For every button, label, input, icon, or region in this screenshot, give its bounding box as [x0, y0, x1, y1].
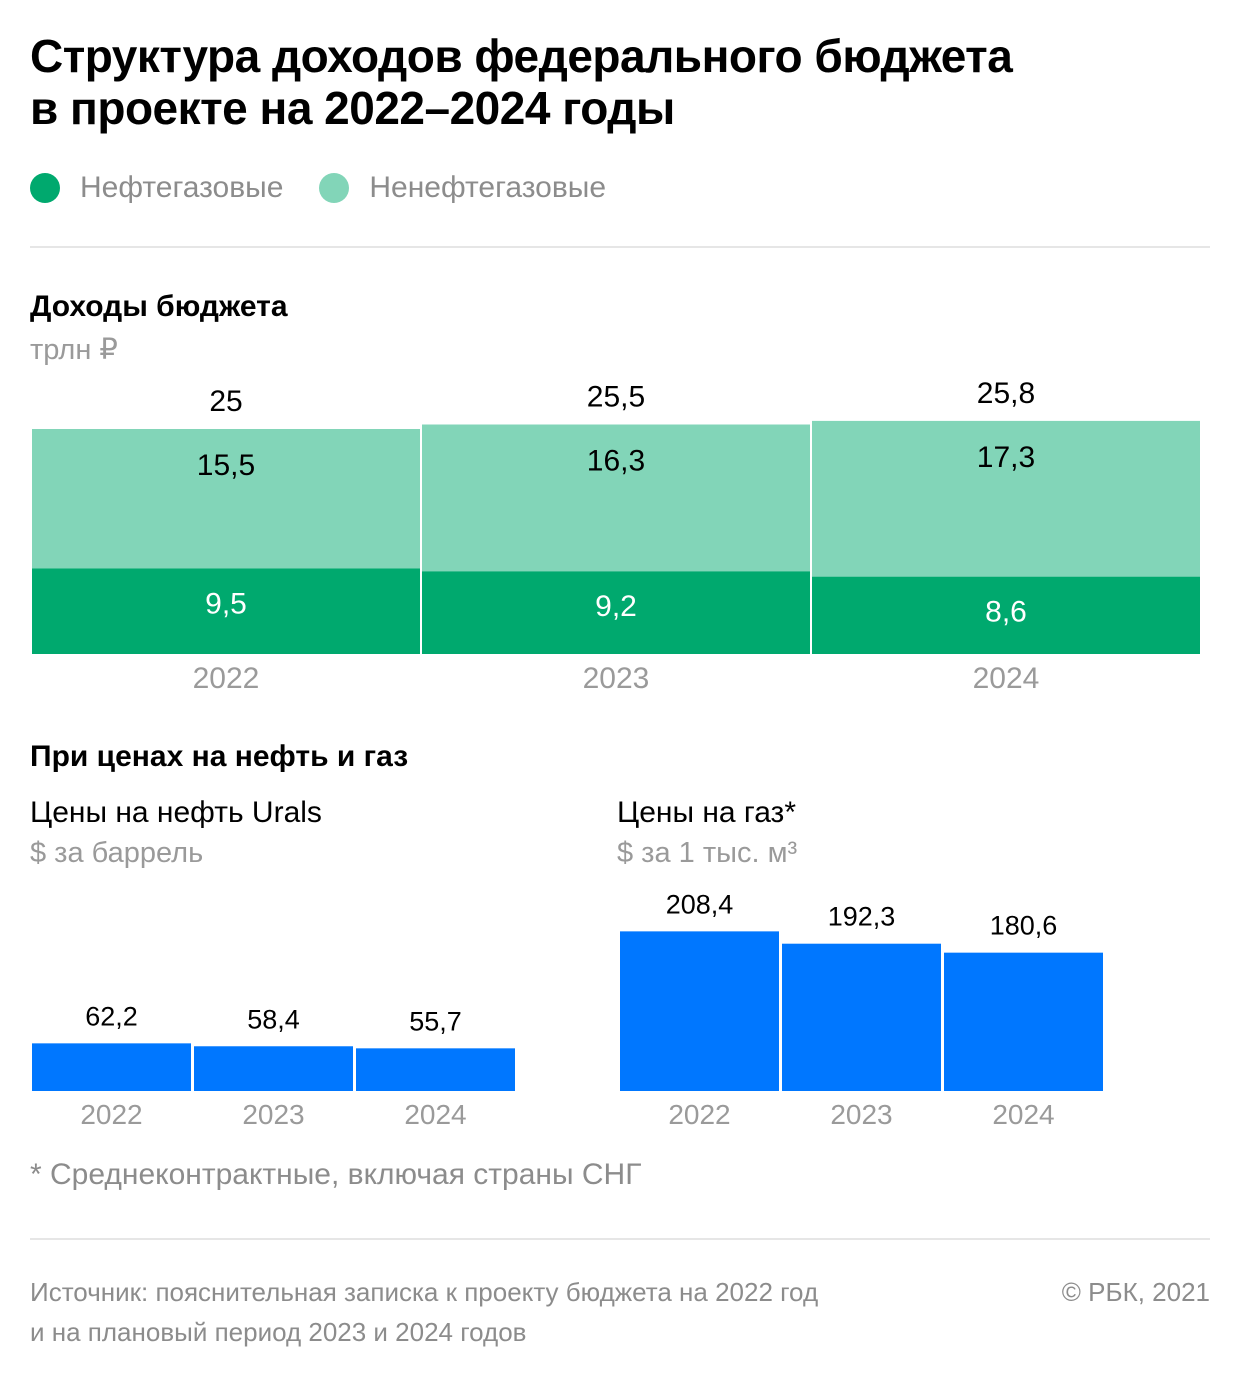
revenue-unit: трлн ₽ [30, 334, 118, 366]
label-oil-gas-2023: 9,2 [595, 590, 637, 623]
oil-bar-2023 [194, 1046, 353, 1091]
label-total-2022: 25 [209, 385, 242, 418]
label-non-oil-gas-2022: 15,5 [197, 449, 255, 482]
footnote: * Среднеконтрактные, включая страны СНГ [30, 1158, 642, 1191]
x-tick-2024: 2024 [973, 662, 1040, 695]
gas-title: Цены на газ* [617, 796, 796, 829]
copyright: © РБК, 2021 [1061, 1277, 1210, 1307]
legend-label-non-oil-gas: Ненефтегазовые [369, 171, 607, 204]
oil-bar-2022 [32, 1043, 191, 1091]
bottom-divider [30, 1238, 1210, 1240]
oil-price-chart: 62,2 2022 58,4 2023 55,7 2024 [32, 1001, 515, 1130]
oil-value-2024: 55,7 [409, 1006, 462, 1036]
label-non-oil-gas-2024: 17,3 [977, 441, 1035, 474]
gas-value-2024: 180,6 [990, 911, 1058, 941]
oil-x-tick-2024: 2024 [404, 1099, 466, 1130]
legend-dot-non-oil-gas [319, 173, 350, 203]
legend-label-oil-gas: Нефтегазовые [80, 171, 284, 204]
source-line-1: Источник: пояснительная записка к проект… [30, 1277, 819, 1307]
gas-price-chart: 208,4 2022 192,3 2023 180,6 2024 [620, 889, 1103, 1130]
chart-title: Структура доходов федерального бюджета в… [30, 30, 1210, 134]
label-oil-gas-2022: 9,5 [205, 588, 247, 621]
prices-title: При ценах на нефть и газ [30, 740, 409, 773]
gas-bar-2024 [944, 952, 1103, 1091]
oil-value-2022: 62,2 [85, 1001, 138, 1031]
oil-x-tick-2022: 2022 [80, 1099, 142, 1130]
bar-non-oil-gas-2024 [812, 420, 1200, 577]
label-total-2024: 25,8 [977, 377, 1035, 410]
oil-bar-2024 [356, 1048, 515, 1091]
gas-bar-2022 [620, 931, 779, 1091]
title-line-1: Структура доходов федерального бюджета [30, 30, 1013, 82]
legend: Нефтегазовые Ненефтегазовые [30, 168, 642, 208]
oil-unit: $ за баррель [30, 837, 204, 869]
revenue-title: Доходы бюджета [30, 290, 288, 323]
oil-value-2023: 58,4 [247, 1004, 300, 1034]
gas-x-tick-2024: 2024 [992, 1099, 1054, 1130]
bar-non-oil-gas-2022 [32, 429, 420, 569]
gas-value-2022: 208,4 [666, 889, 734, 919]
revenue-chart: 9,5 15,5 25 2022 9,2 16,3 25,5 2023 8,6 17,3 25,8 2… [32, 377, 1200, 695]
source-line-2: и на плановый период 2023 и 2024 годов [30, 1317, 527, 1347]
gas-bar-2023 [782, 943, 941, 1091]
gas-x-tick-2022: 2022 [668, 1099, 730, 1130]
oil-x-tick-2023: 2023 [242, 1099, 304, 1130]
label-oil-gas-2024: 8,6 [985, 596, 1027, 629]
label-total-2023: 25,5 [587, 381, 645, 414]
legend-item-oil-gas: Нефтегазовые [30, 171, 283, 205]
bar-oil-gas-2024 [812, 576, 1200, 654]
gas-x-tick-2023: 2023 [830, 1099, 892, 1130]
label-non-oil-gas-2023: 16,3 [587, 445, 645, 478]
gas-value-2023: 192,3 [828, 902, 896, 932]
top-divider [30, 246, 1210, 248]
title-line-2: в проекте на 2022–2024 годы [30, 82, 675, 134]
bar-oil-gas-2022 [32, 568, 420, 654]
source-note: Источник: пояснительная записка к проект… [30, 1272, 930, 1352]
bar-oil-gas-2023 [422, 571, 810, 654]
legend-item-non-oil-gas: Ненефтегазовые [319, 171, 606, 205]
x-tick-2023: 2023 [583, 662, 650, 695]
oil-title: Цены на нефть Urals [30, 796, 322, 829]
legend-dot-oil-gas [30, 173, 60, 203]
bar-non-oil-gas-2023 [422, 424, 810, 572]
gas-unit: $ за 1 тыс. м³ [617, 837, 798, 869]
x-tick-2022: 2022 [193, 662, 260, 695]
